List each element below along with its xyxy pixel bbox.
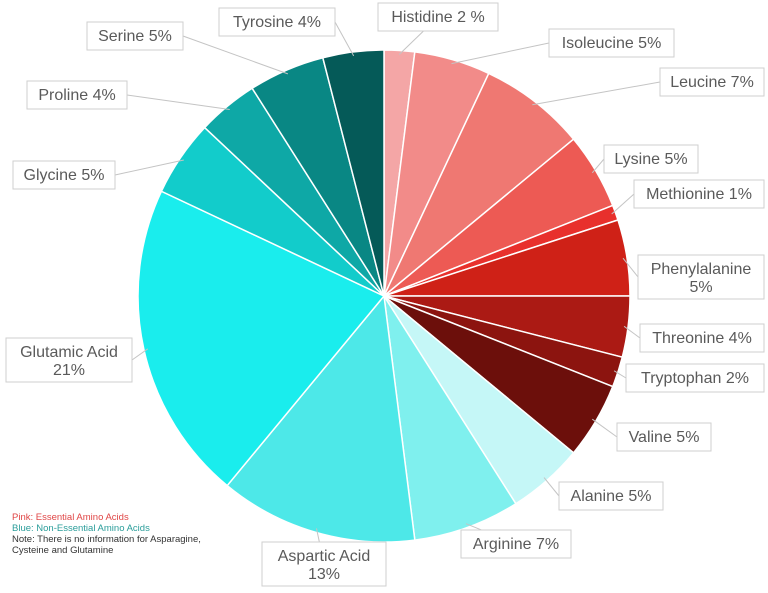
- leader-line-tryptophan: [613, 370, 627, 379]
- label-box: [218, 7, 336, 37]
- label-box: [377, 2, 499, 32]
- data-label-threonine: Threonine 4%: [639, 323, 765, 353]
- label-text: Arginine 7%: [473, 536, 559, 553]
- label-text: Tyrosine 4%: [233, 14, 321, 31]
- label-text: Aspartic Acid 13%: [278, 548, 370, 583]
- data-label-glycine: Glycine 5%: [12, 160, 116, 190]
- label-text: Glutamic Acid 21%: [20, 344, 118, 379]
- label-text: Alanine 5%: [571, 488, 652, 505]
- label-text: Phenylalanine 5%: [651, 261, 752, 296]
- leader-line-glutamic-acid: [131, 348, 149, 361]
- data-label-lysine: Lysine 5%: [603, 144, 699, 174]
- leader-line-phenylalanine: [622, 257, 639, 278]
- legend-non-essential: Blue: Non-Essential Amino Acids: [12, 523, 150, 534]
- leader-line-threonine: [623, 325, 641, 339]
- data-label-tyrosine: Tyrosine 4%: [218, 7, 336, 37]
- label-text: Serine 5%: [98, 28, 172, 45]
- label-text: Proline 4%: [38, 87, 115, 104]
- label-box: [659, 67, 765, 97]
- data-label-aspartic-acid: Aspartic Acid 13%: [261, 541, 387, 587]
- label-text: Valine 5%: [629, 429, 700, 446]
- label-text: Leucine 7%: [670, 74, 754, 91]
- legend-essential: Pink: Essential Amino Acids: [12, 512, 129, 523]
- legend-note: Note: There is no information for Aspara…: [12, 534, 201, 556]
- leader-line-serine: [182, 35, 289, 75]
- label-box: [639, 323, 765, 353]
- data-label-histidine: Histidine 2 %: [377, 2, 499, 32]
- data-label-alanine: Alanine 5%: [558, 481, 664, 511]
- data-label-glutamic-acid: Glutamic Acid 21%: [5, 337, 133, 383]
- legend: Pink: Essential Amino Acids Blue: Non-Es…: [12, 512, 212, 556]
- label-box: [86, 21, 184, 51]
- label-box: [460, 529, 572, 559]
- label-text: Threonine 4%: [652, 330, 752, 347]
- data-label-tryptophan: Tryptophan 2%: [625, 363, 765, 393]
- leader-line-alanine: [543, 477, 560, 497]
- data-label-leucine: Leucine 7%: [659, 67, 765, 97]
- slice-aspartic-acid: [226, 294, 416, 543]
- label-box: [5, 337, 133, 383]
- label-text: Lysine 5%: [614, 151, 687, 168]
- data-label-methionine: Methionine 1%: [633, 179, 765, 209]
- data-label-arginine: Arginine 7%: [460, 529, 572, 559]
- leader-line-valine: [592, 418, 618, 438]
- slice-arginine: [383, 295, 517, 541]
- label-text: Methionine 1%: [646, 186, 752, 203]
- leader-line-glycine: [114, 159, 184, 176]
- slice-tyrosine: [321, 49, 385, 297]
- label-text: Isoleucine 5%: [562, 35, 662, 52]
- label-box: [625, 363, 765, 393]
- data-label-phenylalanine: Phenylalanine 5%: [637, 254, 765, 300]
- leader-line-proline: [126, 94, 230, 111]
- leader-line-isoleucine: [451, 42, 550, 65]
- label-box: [12, 160, 116, 190]
- label-box: [548, 28, 675, 58]
- data-label-serine: Serine 5%: [86, 21, 184, 51]
- slice-glutamic-acid: [137, 190, 386, 487]
- label-box: [603, 144, 699, 174]
- label-box: [633, 179, 765, 209]
- label-text: Histidine 2 %: [391, 9, 484, 26]
- label-text: Tryptophan 2%: [641, 370, 749, 387]
- label-box: [261, 541, 387, 587]
- label-text: Glycine 5%: [24, 167, 105, 184]
- leader-line-tyrosine: [334, 21, 355, 57]
- leader-line-leucine: [532, 81, 661, 106]
- leader-line-lysine: [591, 158, 605, 174]
- label-box: [558, 481, 664, 511]
- slice-leucine: [383, 72, 575, 297]
- leader-line-methionine: [611, 193, 635, 215]
- data-label-valine: Valine 5%: [616, 422, 712, 452]
- label-box: [26, 80, 128, 110]
- label-box: [637, 254, 765, 300]
- label-box: [616, 422, 712, 452]
- data-label-isoleucine: Isoleucine 5%: [548, 28, 675, 58]
- data-label-proline: Proline 4%: [26, 80, 128, 110]
